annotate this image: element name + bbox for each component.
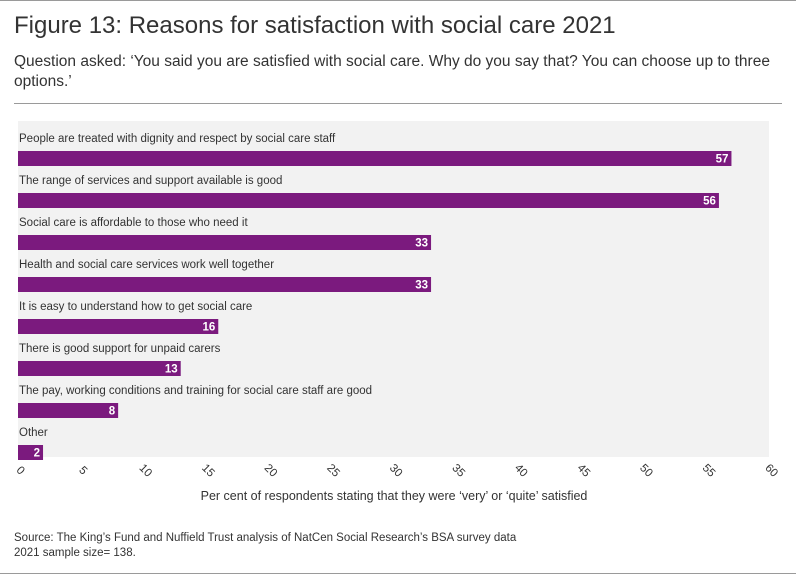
data-label: 8: [109, 406, 116, 418]
x-tick-label: 25: [324, 462, 342, 480]
bar: [18, 193, 719, 208]
bottom-border: [0, 573, 796, 574]
category-label: It is easy to understand how to get soci…: [19, 301, 252, 313]
data-label: 13: [165, 364, 178, 376]
bar: [18, 361, 181, 376]
category-label: The pay, working conditions and training…: [19, 385, 372, 397]
x-tick-label: 30: [387, 462, 405, 480]
category-label: The range of services and support availa…: [19, 175, 282, 187]
data-label: 33: [415, 238, 428, 250]
source-note: Source: The King’s Fund and Nuffield Tru…: [14, 531, 516, 561]
data-label: 56: [703, 196, 716, 208]
bar: [18, 277, 432, 292]
data-label: 57: [716, 154, 729, 166]
x-tick-label: 45: [575, 462, 593, 480]
category-label: Social care is affordable to those who n…: [19, 217, 248, 229]
x-tick-label: 35: [449, 462, 467, 480]
category-label: Health and social care services work wel…: [19, 259, 274, 271]
category-label: People are treated with dignity and resp…: [19, 133, 336, 145]
x-tick-label: 60: [762, 462, 780, 480]
x-tick-label: 40: [512, 462, 530, 480]
bar: [18, 403, 119, 418]
x-tick-label: 5: [76, 464, 89, 477]
category-label: Other: [19, 427, 48, 439]
data-label: 33: [415, 280, 428, 292]
bar: [18, 151, 732, 166]
figure-subtitle: Question asked: ‘You said you are satisf…: [14, 53, 770, 90]
bar: [18, 445, 44, 460]
x-tick-label: 15: [199, 462, 217, 480]
divider: [14, 103, 782, 104]
top-border: [0, 0, 796, 1]
x-tick-label: 55: [700, 462, 718, 480]
sample-size-note: 2021 sample size= 138.: [14, 547, 136, 559]
data-label: 16: [202, 322, 215, 334]
figure-title: Figure 13: Reasons for satisfaction with…: [14, 12, 616, 39]
x-tick-label: 0: [14, 464, 27, 477]
bar-chart: People are treated with dignity and resp…: [14, 121, 780, 503]
bar: [18, 319, 219, 334]
category-label: There is good support for unpaid carers: [19, 343, 221, 355]
x-tick-label: 20: [262, 462, 280, 480]
x-tick-label: 10: [137, 462, 155, 480]
bar: [18, 235, 432, 250]
data-label: 2: [34, 448, 40, 460]
x-axis-label: Per cent of respondents stating that the…: [201, 489, 588, 503]
source-line: Source: The King’s Fund and Nuffield Tru…: [14, 532, 517, 544]
x-tick-label: 50: [637, 462, 655, 480]
